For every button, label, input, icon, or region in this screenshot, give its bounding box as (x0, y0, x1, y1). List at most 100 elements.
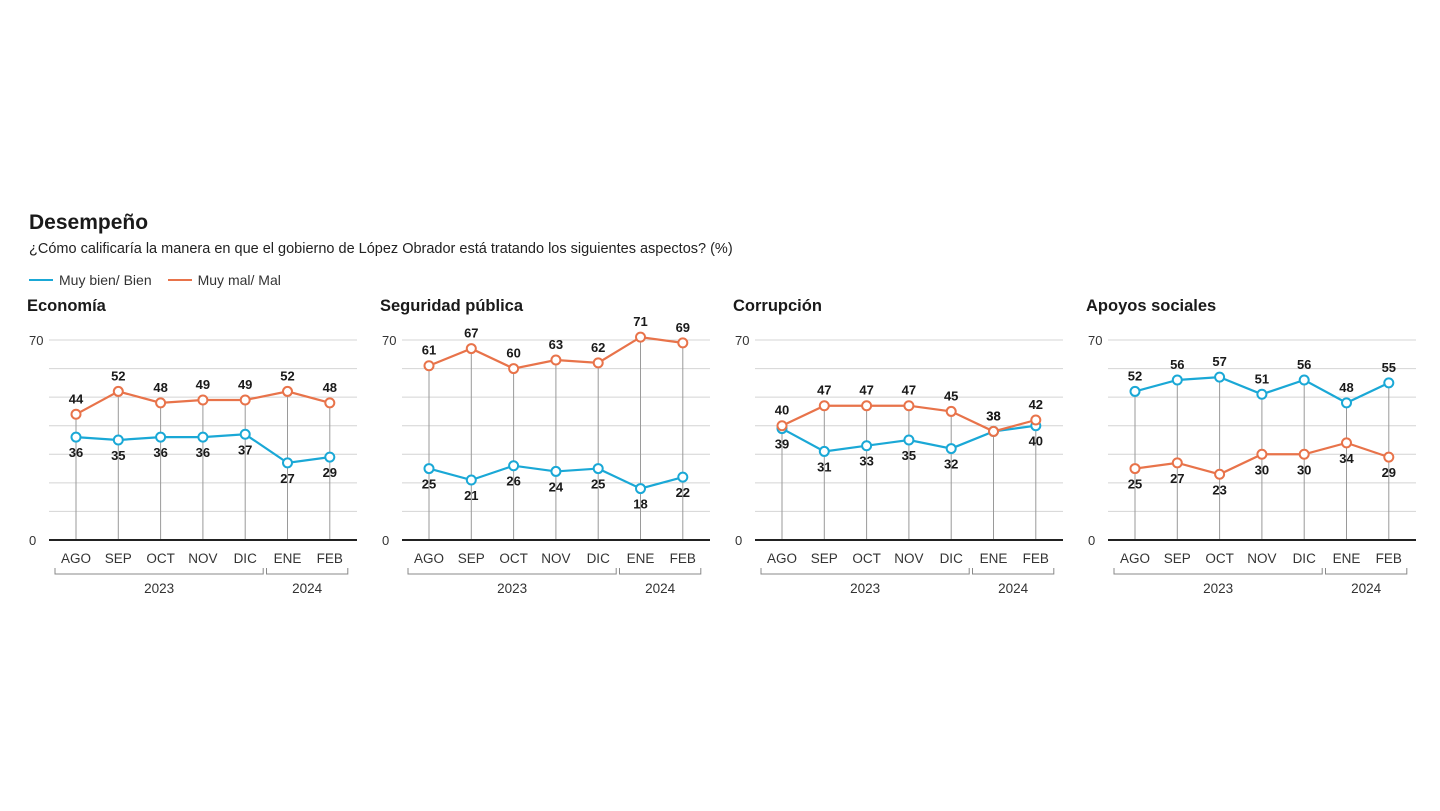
data-point (677, 337, 689, 349)
x-tick-label: FEB (1376, 551, 1402, 566)
year-label: 2024 (998, 581, 1029, 596)
data-point (903, 400, 915, 412)
x-tick-label: ENE (627, 551, 655, 566)
panel-seguridad: Seguridad pública 70 0 AGO SEP OCT NOV DIC ENE F… (380, 292, 720, 602)
data-point (1129, 463, 1141, 475)
y-tick-label: 70 (735, 333, 749, 348)
year-label: 2024 (645, 581, 676, 596)
x-tick-label: SEP (811, 551, 838, 566)
panel-title: Economía (27, 297, 106, 315)
data-label: 25 (422, 477, 436, 492)
data-point (861, 400, 873, 412)
data-label: 40 (775, 403, 789, 418)
data-point (945, 405, 957, 417)
x-tick-label: AGO (414, 551, 444, 566)
data-label: 62 (591, 340, 605, 355)
data-label: 49 (196, 377, 210, 392)
x-tick-label: NOV (1247, 551, 1276, 566)
y-tick-label: 0 (382, 533, 389, 548)
data-point (112, 385, 124, 397)
chart-corrupcion: 70 0 AGO SEP OCT NOV DIC ENE FEB 2023 2024 39 31 33 35… (735, 333, 1063, 596)
data-point (197, 394, 209, 406)
year-bracket (266, 568, 349, 575)
y-tick-label: 70 (382, 333, 396, 348)
data-point (239, 394, 251, 406)
x-tick-label: NOV (188, 551, 217, 566)
data-label: 49 (238, 377, 252, 392)
data-label: 52 (280, 368, 294, 383)
x-tick-label: SEP (1164, 551, 1191, 566)
data-point (635, 331, 646, 343)
data-label: 52 (1128, 368, 1142, 383)
data-point (423, 463, 435, 475)
data-label: 48 (1339, 380, 1353, 395)
panel-economia: Economía 70 0 AGO SEP OCT NOV DIC ENE FEB 2023 202… (27, 292, 367, 602)
data-point (1030, 414, 1042, 426)
year-bracket (760, 568, 970, 575)
legend-label-negative: Muy mal/ Mal (197, 272, 281, 288)
data-label: 57 (1212, 354, 1226, 369)
year-bracket (1325, 568, 1408, 575)
data-point (465, 343, 477, 355)
data-label: 42 (1029, 397, 1043, 412)
year-label: 2023 (1203, 581, 1233, 596)
data-label: 48 (323, 380, 337, 395)
x-tick-label: DIC (587, 551, 611, 566)
legend: Muy bien/ Bien Muy mal/ Mal (29, 270, 297, 290)
data-label: 35 (902, 448, 916, 463)
legend-item-positive: Muy bien/ Bien (29, 272, 152, 288)
data-label: 33 (859, 454, 873, 469)
x-tick-label: SEP (458, 551, 485, 566)
chart-subtitle: ¿Cómo calificaría la manera en que el go… (29, 241, 733, 257)
data-point (861, 440, 873, 452)
x-tick-label: ENE (274, 551, 302, 566)
data-label: 38 (986, 408, 1000, 423)
data-point (1256, 388, 1268, 400)
data-label: 29 (1382, 465, 1396, 480)
data-label: 61 (422, 343, 436, 358)
data-label: 22 (676, 485, 690, 500)
data-label: 47 (817, 383, 831, 398)
data-point (1214, 371, 1226, 383)
data-point (1341, 397, 1352, 409)
data-point (1171, 374, 1183, 386)
data-label: 40 (1029, 434, 1043, 449)
data-label: 30 (1255, 462, 1269, 477)
data-label: 25 (591, 477, 605, 492)
data-point (155, 397, 167, 409)
year-label: 2023 (144, 581, 174, 596)
data-label: 37 (238, 442, 252, 457)
data-label: 47 (902, 383, 916, 398)
data-point (423, 360, 435, 372)
x-tick-label: OCT (499, 551, 527, 566)
data-point (592, 357, 604, 369)
panel-apoyos: Apoyos sociales 70 0 AGO SEP OCT NOV DIC ENE FEB… (1086, 292, 1426, 602)
data-label: 27 (1170, 471, 1184, 486)
data-point (70, 431, 82, 443)
x-tick-label: AGO (1120, 551, 1150, 566)
data-point (1298, 374, 1310, 386)
x-tick-label: FEB (1023, 551, 1049, 566)
data-point (112, 434, 124, 446)
data-label: 63 (549, 337, 563, 352)
x-tick-label: ENE (980, 551, 1008, 566)
data-point (1383, 377, 1395, 389)
data-label: 32 (944, 457, 958, 472)
data-label: 31 (817, 459, 831, 474)
data-point (945, 443, 957, 455)
y-tick-label: 70 (29, 333, 43, 348)
year-bracket (972, 568, 1055, 575)
data-label: 45 (944, 388, 958, 403)
chart-apoyos: 70 0 AGO SEP OCT NOV DIC ENE FEB 2023 2024 52 56 57 51… (1088, 333, 1416, 596)
data-point (903, 434, 915, 446)
legend-swatch-positive (29, 279, 53, 281)
data-point (550, 354, 562, 366)
year-bracket (407, 568, 617, 575)
legend-label-positive: Muy bien/ Bien (59, 272, 152, 288)
year-label: 2023 (497, 581, 527, 596)
data-label: 25 (1128, 477, 1142, 492)
data-point (1341, 437, 1352, 449)
x-tick-label: OCT (146, 551, 175, 566)
data-label: 60 (506, 346, 520, 361)
data-point (776, 420, 788, 432)
